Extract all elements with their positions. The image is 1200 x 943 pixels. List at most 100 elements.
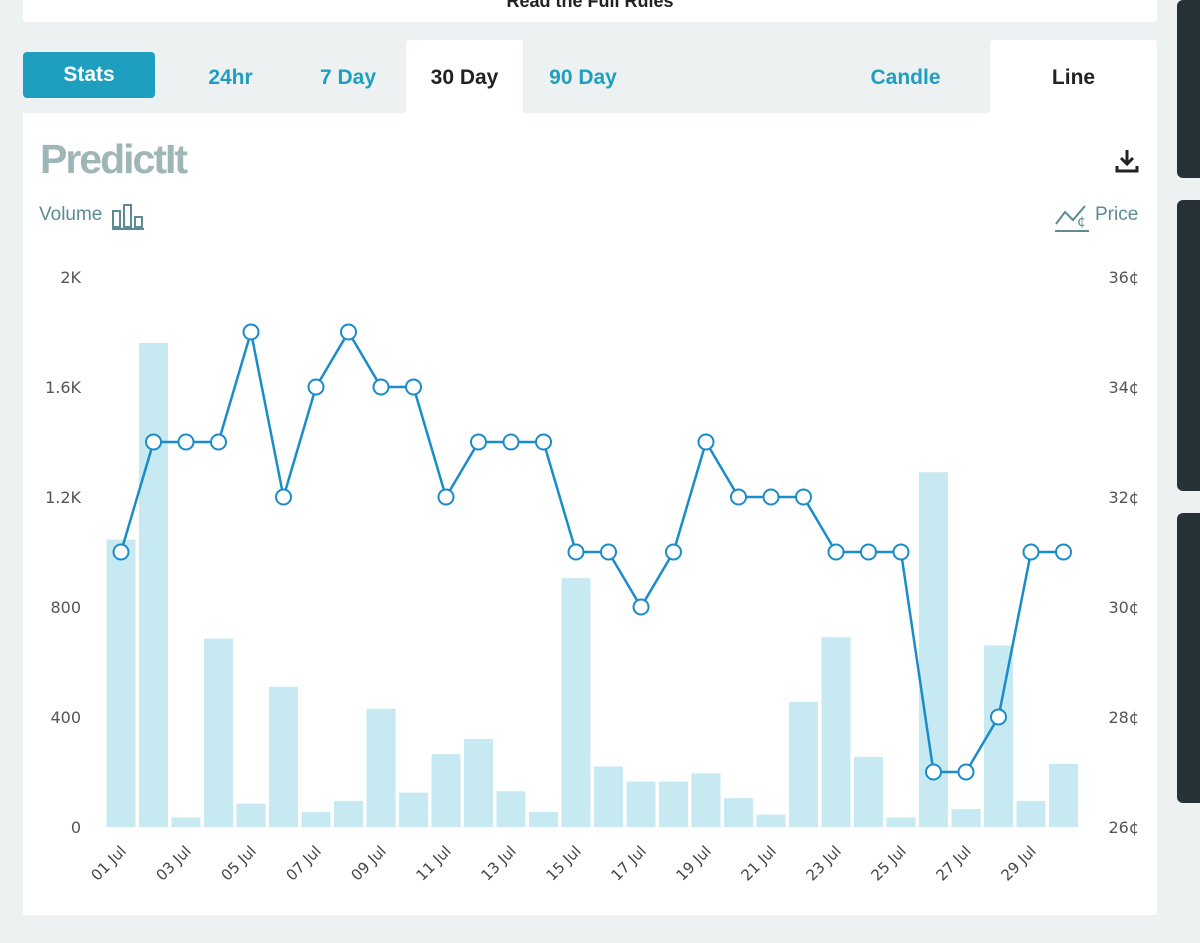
volume-bar	[756, 814, 786, 827]
price-point	[567, 543, 585, 561]
volume-bar	[204, 638, 233, 827]
volume-bar	[464, 739, 493, 827]
price-point	[600, 543, 617, 561]
price-axis-label: Price	[1095, 204, 1139, 225]
x-tick-label: 21 Jul	[737, 842, 779, 884]
read-rules-link[interactable]: Read the Full Rules	[506, 0, 674, 11]
volume-axis-label: Volume	[39, 204, 103, 225]
price-point	[665, 543, 682, 561]
volume-bar	[334, 800, 363, 827]
price-point	[892, 543, 910, 561]
price-tick-label: 30¢	[1108, 598, 1139, 617]
volume-bar	[594, 766, 623, 827]
price-point	[795, 488, 812, 506]
tab-30-day[interactable]: 30 Day	[406, 40, 523, 113]
x-tick-label: 03 Jul	[152, 842, 194, 884]
volume-bar	[854, 756, 883, 827]
x-tick-label: 29 Jul	[997, 842, 1039, 884]
volume-bar	[236, 803, 266, 827]
price-point	[112, 543, 130, 561]
volume-bar	[171, 817, 201, 827]
rules-card: Read the Full Rules	[23, 0, 1157, 22]
volume-bar	[789, 701, 818, 827]
volume-bar	[269, 686, 298, 827]
price-point	[405, 378, 422, 396]
price-line	[119, 329, 1064, 774]
price-point	[1022, 543, 1040, 561]
tab-24hr[interactable]: 24hr	[208, 66, 253, 89]
volume-bar	[139, 343, 168, 827]
stats-button[interactable]: Stats	[23, 52, 155, 98]
price-tick-label: 36¢	[1108, 268, 1139, 287]
x-tick-label: 27 Jul	[932, 842, 974, 884]
volume-tick-label: 1.2K	[45, 488, 81, 507]
x-tick-label: 07 Jul	[282, 842, 324, 884]
price-point	[242, 323, 260, 341]
volume-tick-label: 800	[50, 598, 81, 617]
x-tick-label: 05 Jul	[217, 842, 259, 884]
price-tick-label: 28¢	[1108, 708, 1139, 727]
svg-text:¢: ¢	[1077, 214, 1086, 230]
volume-bar	[659, 781, 688, 827]
volume-bar	[496, 791, 526, 827]
x-tick-label: 25 Jul	[867, 842, 909, 884]
price-point	[957, 763, 975, 781]
predictit-logo: PredictIt	[40, 136, 188, 182]
price-point	[535, 433, 552, 451]
volume-bar	[1016, 800, 1046, 827]
x-tick-label: 19 Jul	[672, 842, 714, 884]
tab-line[interactable]: Line	[990, 40, 1157, 113]
volume-bar	[1049, 763, 1078, 827]
bar-chart-icon	[112, 204, 144, 230]
volume-bar	[561, 578, 591, 827]
tab-7-day[interactable]: 7 Day	[319, 66, 377, 89]
volume-bar	[106, 539, 136, 827]
price-point	[437, 488, 455, 506]
x-tick-label: 09 Jul	[347, 842, 389, 884]
x-tick-label: 01 Jul	[87, 842, 129, 884]
side-panel	[1177, 0, 1200, 178]
side-panel	[1177, 513, 1200, 803]
tab-candle[interactable]: Candle	[870, 66, 941, 89]
price-point	[925, 763, 942, 781]
price-point	[697, 433, 715, 451]
x-tick-label: 15 Jul	[542, 842, 584, 884]
volume-tick-label: 0	[71, 818, 81, 837]
price-point	[307, 378, 325, 396]
volume-tick-label: 400	[50, 708, 81, 727]
volume-bar	[366, 708, 396, 827]
price-point	[860, 543, 877, 561]
volume-bar	[301, 811, 331, 827]
price-point	[990, 708, 1007, 726]
volume-bar	[399, 792, 428, 827]
price-point	[730, 488, 747, 506]
price-point	[502, 433, 520, 451]
volume-bar	[724, 798, 753, 827]
volume-bar	[529, 811, 558, 827]
x-tick-label: 17 Jul	[607, 842, 649, 884]
volume-bar	[984, 645, 1013, 827]
x-tick-label: 11 Jul	[412, 842, 454, 884]
x-tick-label: 13 Jul	[477, 842, 519, 884]
price-point	[210, 433, 227, 451]
volume-tick-label: 1.6K	[45, 378, 81, 397]
x-tick-label: 23 Jul	[802, 842, 844, 884]
volume-bar	[821, 637, 851, 827]
volume-bar	[431, 754, 461, 827]
price-tick-label: 26¢	[1108, 818, 1139, 837]
tab-90-day[interactable]: 90 Day	[549, 66, 617, 89]
side-panel	[1177, 200, 1200, 491]
volume-bar	[886, 817, 916, 827]
volume-bar	[951, 809, 981, 827]
chart-tabs: Stats 24hr 7 Day 30 Day 90 Day Candle Li…	[23, 40, 1157, 113]
price-point	[145, 433, 162, 451]
download-icon[interactable]	[1114, 146, 1140, 176]
price-line-icon: ¢	[1055, 205, 1089, 232]
price-point	[177, 433, 195, 451]
volume-bar	[691, 773, 721, 827]
price-tick-label: 32¢	[1108, 488, 1139, 507]
price-point	[827, 543, 845, 561]
price-point	[632, 598, 650, 616]
price-point	[275, 488, 292, 506]
